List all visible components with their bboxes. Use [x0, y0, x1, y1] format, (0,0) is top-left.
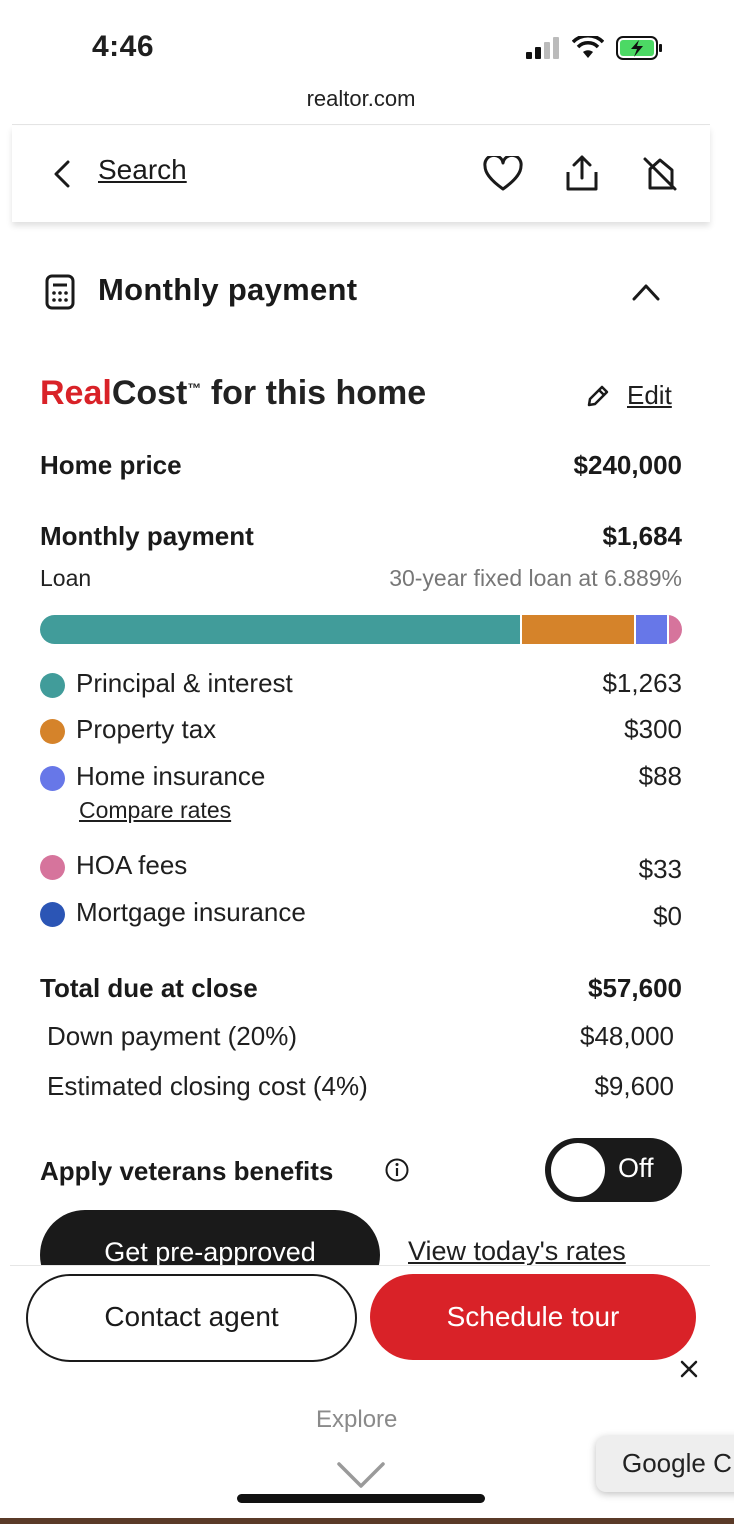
mortgage-insurance-value: $0 [653, 901, 682, 931]
property-tax-label: Property tax [76, 714, 217, 744]
status-icons [526, 36, 664, 60]
hoa-fees-value: $33 [638, 854, 682, 884]
payment-breakdown-bar [40, 615, 682, 644]
edit-button[interactable]: Edit [585, 380, 672, 411]
heart-icon[interactable] [483, 156, 523, 192]
divider [12, 124, 710, 125]
closing-cost-value: $9,600 [594, 1071, 674, 1101]
page-bottom-edge [0, 1518, 734, 1524]
home-insurance-dot-icon [40, 766, 65, 791]
search-back-link[interactable]: Search [98, 154, 187, 185]
home-price-value: $240,000 [573, 450, 682, 480]
explore-label[interactable]: Explore [316, 1406, 398, 1433]
home-insurance-value: $88 [638, 761, 682, 791]
nav-bar: Search [12, 126, 710, 222]
home-insurance-label: Home insurance [76, 761, 266, 791]
calculator-icon [45, 274, 75, 310]
info-icon[interactable] [385, 1158, 409, 1182]
toggle-state-label: Off [618, 1153, 654, 1183]
bar-segment [40, 615, 522, 644]
mortgage-insurance-label: Mortgage insurance [76, 897, 306, 927]
status-time: 4:46 [92, 30, 155, 63]
chevron-left-icon[interactable] [52, 160, 72, 188]
cellular-signal-icon [526, 37, 559, 59]
hoa-dot-icon [40, 855, 65, 880]
chevron-down-icon[interactable] [336, 1460, 386, 1490]
browser-url[interactable]: realtor.com [306, 86, 416, 111]
property-tax-value: $300 [624, 714, 682, 744]
view-rates-link[interactable]: View today's rates [408, 1236, 626, 1266]
section-title: Monthly payment [98, 272, 358, 307]
loan-label: Loan [40, 565, 92, 591]
toggle-knob[interactable] [551, 1143, 605, 1197]
monthly-payment-label: Monthly payment [40, 521, 254, 551]
wifi-icon [572, 36, 604, 58]
principal-dot-icon [40, 673, 65, 698]
realcost-suffix: for this home [201, 374, 427, 412]
share-icon[interactable] [563, 154, 601, 192]
bar-segment [669, 615, 682, 644]
property-tax-dot-icon [40, 719, 65, 744]
hoa-fees-label: HOA fees [76, 850, 188, 880]
principal-interest-value: $1,263 [602, 668, 682, 698]
realcost-brand-red: Real [40, 374, 112, 412]
closing-cost-label: Estimated closing cost (4%) [47, 1071, 368, 1101]
google-popup[interactable]: Google C [596, 1436, 734, 1492]
contact-agent-button[interactable]: Contact agent [26, 1274, 357, 1362]
loan-detail: 30-year fixed loan at 6.889% [389, 565, 682, 591]
total-due-value: $57,600 [588, 973, 682, 1003]
close-icon[interactable] [678, 1358, 700, 1380]
principal-interest-label: Principal & interest [76, 668, 293, 698]
bar-segment [635, 615, 670, 644]
realcost-brand-dark: Cost [111, 374, 188, 412]
edit-label: Edit [627, 380, 672, 410]
hide-listing-icon[interactable] [640, 154, 680, 194]
monthly-payment-value: $1,684 [602, 521, 682, 551]
down-payment-value: $48,000 [580, 1021, 674, 1051]
mortgage-insurance-dot-icon [40, 902, 65, 927]
down-payment-label: Down payment (20%) [47, 1021, 297, 1051]
chevron-up-icon[interactable] [632, 283, 660, 301]
battery-charging-icon [616, 36, 662, 60]
trademark: ™ [187, 380, 202, 396]
home-indicator[interactable] [237, 1494, 485, 1503]
realcost-heading: RealCost™ for this home [40, 374, 426, 413]
compare-rates-link[interactable]: Compare rates [79, 797, 232, 823]
bar-segment [521, 615, 636, 644]
home-price-label: Home price [40, 450, 182, 480]
total-due-label: Total due at close [40, 973, 258, 1003]
schedule-tour-button[interactable]: Schedule tour [370, 1274, 696, 1360]
veterans-benefits-label: Apply veterans benefits [40, 1156, 334, 1186]
pencil-icon [587, 385, 609, 406]
